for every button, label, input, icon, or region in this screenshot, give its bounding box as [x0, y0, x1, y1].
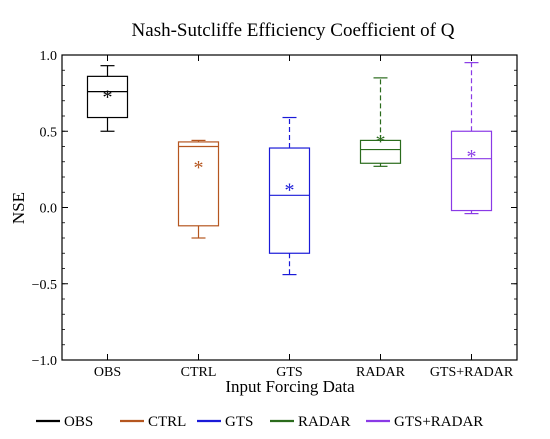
- mean-marker: *: [103, 87, 113, 109]
- x-axis: OBS CTRL GTS RADAR GTS+RADAR: [94, 55, 514, 380]
- mean-marker: *: [194, 157, 204, 179]
- y-tick-label: 1.0: [40, 49, 58, 64]
- box-iqr: [86, 75, 129, 119]
- legend-item-ctrl: CTRL: [120, 414, 186, 430]
- legend: OBS CTRL GTS RADAR GTS+RADAR: [36, 414, 483, 430]
- y-tick-label: −0.5: [32, 278, 57, 293]
- box-series: * * * * *: [86, 62, 493, 276]
- x-tick-label: GTS+RADAR: [430, 365, 514, 380]
- box-iqr: [359, 139, 402, 164]
- legend-item-radar: RADAR: [270, 414, 351, 430]
- box-iqr: [268, 147, 311, 254]
- box-iqr: [450, 130, 493, 212]
- y-tick-label: 0.5: [40, 125, 58, 140]
- legend-item-obs: OBS: [36, 414, 93, 430]
- mean-marker: *: [467, 146, 477, 168]
- x-tick-label: GTS: [276, 365, 302, 380]
- legend-item-gts-radar: GTS+RADAR: [366, 414, 483, 430]
- x-tick-label: CTRL: [181, 365, 217, 380]
- mean-marker: *: [285, 180, 295, 202]
- box-iqr: [177, 141, 220, 227]
- mean-marker: *: [376, 131, 386, 153]
- y-axis-label: NSE: [9, 192, 28, 224]
- y-axis: −1.0 −0.5 0.0 0.5 1.0: [32, 49, 517, 369]
- box-ctrl: *: [177, 139, 220, 239]
- x-axis-label: Input Forcing Data: [225, 377, 355, 396]
- box-radar: *: [359, 77, 402, 167]
- x-tick-label: OBS: [94, 365, 121, 380]
- x-tick-label: RADAR: [356, 365, 406, 380]
- legend-label: CTRL: [148, 414, 186, 430]
- box-obs: *: [86, 65, 129, 132]
- plot-area: [61, 54, 518, 361]
- legend-label: GTS+RADAR: [394, 414, 483, 430]
- box-gts: *: [268, 116, 311, 276]
- legend-label: GTS: [225, 414, 253, 430]
- y-tick-label: 0.0: [40, 202, 58, 217]
- box-gts-radar: *: [450, 62, 493, 215]
- y-tick-label: −1.0: [32, 354, 57, 369]
- legend-label: OBS: [64, 414, 93, 430]
- legend-label: RADAR: [298, 414, 351, 430]
- chart-title: Nash-Sutcliffe Efficiency Coefficient of…: [132, 20, 455, 41]
- legend-item-gts: GTS: [197, 414, 253, 430]
